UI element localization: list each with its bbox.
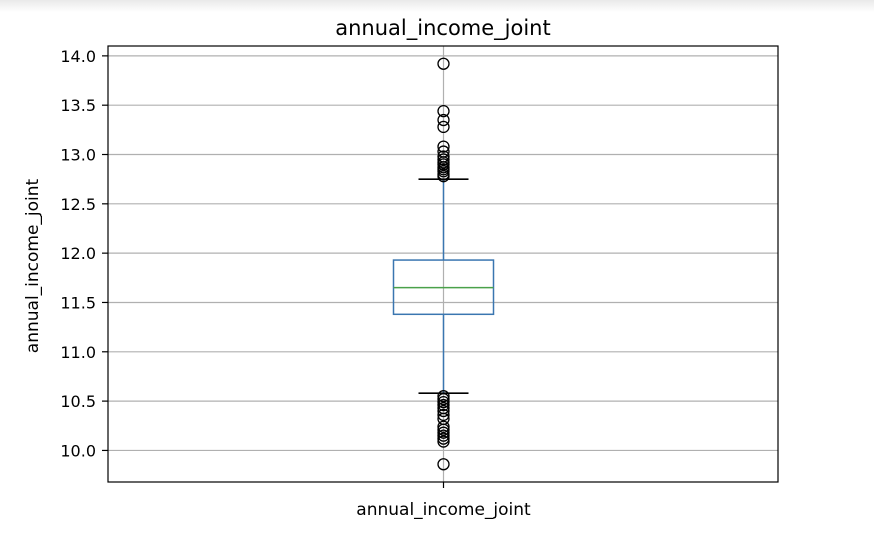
outlier-point [437,165,450,178]
outlier-point [437,113,450,127]
outlier-point [437,398,450,412]
outlier-point [437,435,450,448]
chart-title: annual_income_joint [335,16,550,41]
outlier-point [437,429,450,442]
outlier-point [437,408,450,422]
outlier-point [437,395,450,409]
outlier-point [437,423,450,436]
outlier-point [437,420,450,433]
outlier-point [437,153,450,166]
x-axis-ticks: annual_income_joint [356,482,531,520]
outlier-point [437,458,450,471]
y-tick-label: 11.0 [60,343,96,362]
outlier-point [437,426,450,439]
plot-frame [107,45,779,483]
window-top-edge [0,0,874,12]
y-tick-label: 10.0 [60,441,96,460]
y-tick-label: 14.0 [60,47,96,66]
y-axis-label: annual_income_joint [23,178,43,353]
outlier-point [437,404,450,418]
y-axis-ticks: 10.0 10.5 11.0 11.5 12.0 12.5 13.0 13.5 14.0 [60,47,108,460]
y-tick-label: 13.5 [60,96,96,115]
outlier-point [437,390,450,403]
outlier-point [437,158,450,171]
y-tick-label: 12.5 [60,195,96,214]
outlier-point [437,170,450,183]
outlier-point [437,104,450,118]
y-tick-label: 11.5 [60,293,96,312]
outlier-point [437,57,450,70]
x-tick-label: annual_income_joint [356,500,531,520]
y-tick-label: 10.5 [60,392,96,411]
y-tick-label: 13.0 [60,146,96,165]
box-plot [392,57,495,471]
outlier-point [437,120,450,134]
outlier-point [437,140,450,153]
outlier-point [437,432,450,445]
y-tick-label: 12.0 [60,244,96,263]
